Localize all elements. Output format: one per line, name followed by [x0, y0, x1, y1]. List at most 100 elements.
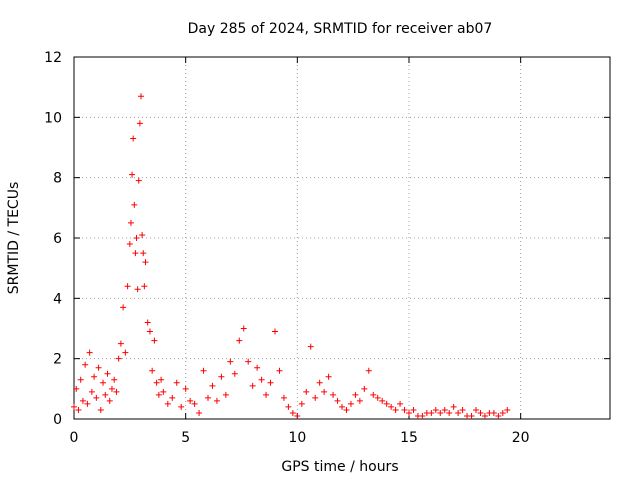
data-point	[240, 325, 247, 332]
data-point	[477, 409, 484, 416]
y-tick-label: 8	[53, 171, 62, 187]
data-point	[397, 400, 404, 407]
data-point	[126, 241, 133, 248]
data-point	[151, 337, 158, 344]
data-point	[388, 403, 395, 410]
data-point	[134, 286, 141, 293]
data-point	[138, 93, 144, 100]
data-point	[196, 409, 203, 416]
data-point	[209, 382, 216, 389]
data-point	[149, 367, 156, 374]
data-point	[200, 367, 207, 374]
data-point	[139, 231, 146, 238]
data-point	[178, 403, 185, 410]
data-point	[97, 406, 104, 413]
data-point	[245, 358, 252, 365]
data-point	[73, 385, 80, 392]
data-point	[343, 406, 350, 413]
data-point	[153, 379, 160, 386]
data-point	[473, 406, 479, 413]
data-point	[352, 391, 359, 398]
y-tick-label: 10	[44, 110, 62, 126]
data-point	[213, 397, 220, 404]
data-point	[383, 400, 390, 407]
data-point	[321, 388, 328, 395]
data-point	[140, 250, 147, 257]
data-point	[280, 394, 287, 401]
data-point	[102, 391, 109, 398]
data-point	[499, 409, 506, 416]
data-point	[294, 412, 301, 419]
data-point	[285, 403, 292, 410]
data-point	[106, 397, 113, 404]
data-point	[115, 355, 122, 362]
data-point	[187, 397, 194, 404]
data-point	[182, 385, 189, 392]
data-point	[191, 400, 198, 407]
data-point	[437, 409, 444, 416]
data-point	[325, 373, 332, 380]
data-point	[330, 391, 337, 398]
data-point	[446, 409, 453, 416]
data-point	[361, 385, 368, 392]
data-point	[267, 379, 274, 386]
data-point	[77, 376, 84, 383]
data-point	[133, 235, 140, 241]
data-point	[504, 406, 511, 413]
data-point	[258, 376, 265, 383]
chart-title: Day 285 of 2024, SRMTID for receiver ab0…	[188, 21, 493, 37]
axis-ticks: 0 5 10 15 20 0 2 4 6 8 10 12	[44, 50, 610, 446]
x-tick-label: 15	[400, 430, 418, 446]
data-point	[334, 397, 341, 404]
data-point	[122, 349, 129, 356]
data-point	[82, 361, 89, 368]
data-point	[120, 304, 127, 311]
data-point	[347, 400, 354, 407]
data-point	[88, 388, 95, 395]
data-point	[100, 379, 107, 386]
data-point	[71, 403, 77, 410]
data-point	[307, 343, 314, 350]
data-point	[205, 394, 211, 401]
data-point	[113, 388, 120, 395]
data-point	[93, 394, 100, 401]
data-point	[481, 412, 488, 419]
data-point	[370, 391, 377, 398]
data-point	[117, 340, 124, 347]
data-point	[158, 376, 165, 383]
data-point	[86, 349, 93, 356]
data-point	[136, 120, 143, 127]
data-point	[419, 412, 426, 419]
data-point	[428, 409, 435, 416]
data-point	[144, 319, 151, 326]
y-tick-label: 12	[44, 50, 62, 66]
data-point	[392, 406, 399, 413]
data-point	[127, 219, 134, 226]
data-point	[495, 412, 502, 419]
data-point	[468, 412, 475, 419]
data-point	[146, 328, 153, 335]
data-point	[254, 364, 261, 371]
data-point	[132, 250, 139, 257]
x-axis-label: GPS time / hours	[281, 459, 398, 475]
data-point	[490, 409, 497, 416]
data-point	[459, 406, 466, 413]
y-tick-label: 2	[53, 352, 62, 368]
data-point	[316, 379, 323, 386]
y-tick-label: 0	[53, 412, 62, 428]
data-point	[455, 409, 462, 416]
data-point	[450, 403, 457, 410]
data-point	[108, 385, 115, 392]
data-point	[303, 388, 310, 395]
data-point	[231, 370, 238, 377]
data-point	[75, 406, 82, 413]
data-point	[104, 370, 111, 377]
x-tick-label: 10	[288, 430, 306, 446]
y-tick-label: 4	[53, 291, 62, 307]
data-point	[84, 400, 91, 407]
data-point	[379, 397, 386, 404]
data-point	[129, 171, 136, 178]
y-axis-label: SRMTID / TECUs	[6, 182, 22, 295]
